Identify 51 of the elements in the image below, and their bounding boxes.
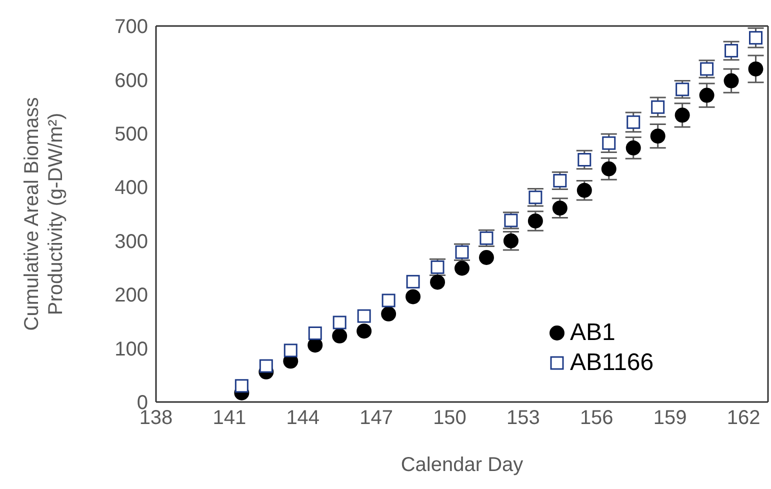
point: [430, 274, 446, 290]
point: [699, 88, 714, 103]
point: [578, 153, 592, 166]
x-tick-label: 150: [433, 407, 466, 430]
point: [406, 289, 421, 304]
point: [553, 174, 567, 188]
legend-label: AB1: [570, 318, 616, 348]
point: [332, 328, 348, 344]
point: [626, 115, 640, 129]
point: [308, 326, 322, 340]
point: [382, 294, 396, 308]
y-tick-label: 400: [114, 177, 148, 200]
x-axis-title: Calendar Day: [400, 454, 524, 476]
point: [454, 260, 470, 276]
point: [724, 73, 739, 88]
x-tick-label: 162: [726, 407, 760, 430]
point: [749, 31, 763, 45]
point: [406, 274, 420, 288]
point: [381, 306, 396, 322]
y-tick-label: 700: [114, 16, 148, 38]
point: [602, 136, 616, 150]
point: [674, 108, 690, 123]
y-tick-label: 500: [114, 124, 148, 146]
point: [478, 250, 494, 266]
point: [259, 359, 273, 373]
point: [528, 213, 543, 228]
point: [356, 324, 372, 339]
point: [724, 44, 738, 58]
x-tick-label: 147: [360, 407, 394, 430]
point: [357, 309, 371, 323]
y-tick-label: 300: [114, 230, 148, 253]
x-tick-label: 159: [653, 407, 687, 430]
y-tick-label: 100: [114, 338, 148, 360]
point: [284, 344, 298, 358]
point: [650, 128, 666, 144]
point: [748, 61, 764, 76]
y-axis-title: Cumulative Areal Biomass Productivity (g-DW/m²): [21, 97, 67, 331]
point: [332, 316, 346, 330]
point: [234, 379, 248, 393]
point: [601, 161, 616, 176]
point: [576, 182, 592, 198]
point: [651, 100, 665, 114]
y-tick-label: 600: [114, 70, 148, 92]
point: [626, 140, 641, 156]
x-tick-label: 141: [212, 407, 246, 430]
x-tick-label: 156: [580, 407, 614, 430]
point: [552, 200, 568, 216]
y-tick-label: 200: [114, 284, 148, 307]
x-tick-label: 144: [286, 407, 320, 430]
legend-label: AB1166: [570, 348, 654, 378]
x-tick-label: 153: [506, 407, 540, 430]
